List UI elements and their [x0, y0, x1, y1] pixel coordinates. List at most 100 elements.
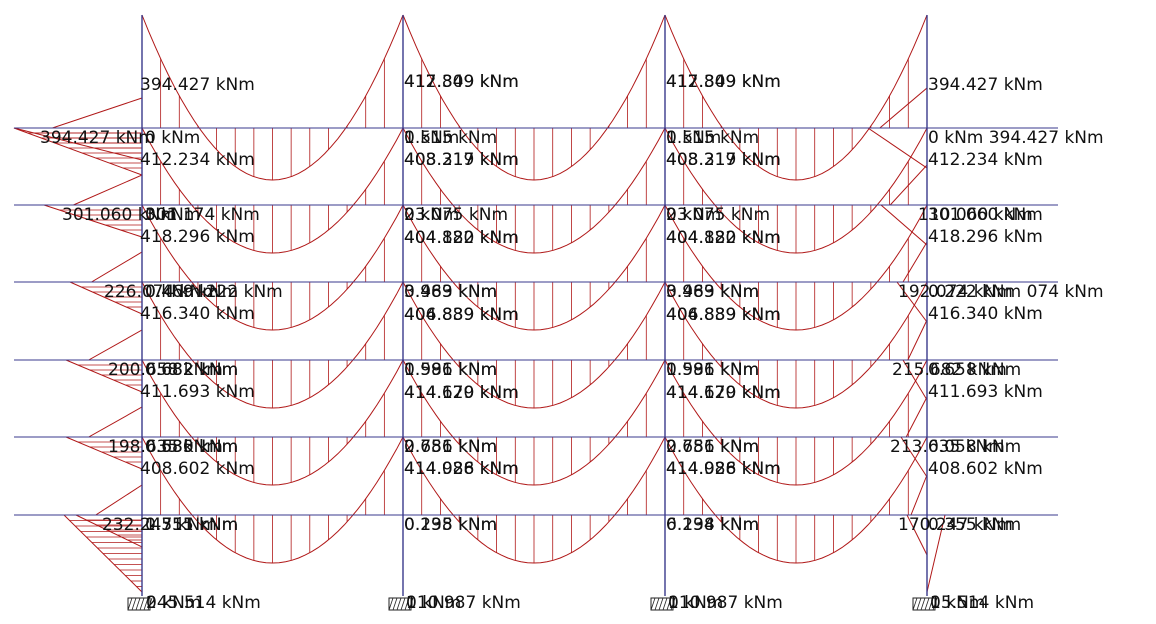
moment-label: 412.309 kNm	[404, 72, 519, 92]
support-hatch	[666, 597, 672, 611]
column-moment-left-up	[86, 329, 143, 361]
moment-label: 0 kNm	[666, 128, 721, 148]
moment-label: 418.296 kNm	[140, 227, 255, 247]
support-hatch	[670, 597, 676, 611]
moment-label: 23.075 kNm	[666, 205, 770, 225]
moment-label: 0 kNm	[404, 205, 459, 225]
moment-label: 404.822 kNm	[404, 228, 519, 248]
moment-label: 403.219 kNm	[404, 150, 519, 170]
moment-label: 0.756 kNm	[404, 437, 497, 457]
moment-label: 408.602 kNm	[140, 459, 255, 479]
moment-label: 414.088 kNm	[404, 459, 519, 479]
moment-label: 170.247 kNm	[898, 515, 1013, 535]
moment-label: 0.235 kNm	[404, 515, 497, 535]
moment-label: 2.681 kNm	[404, 437, 497, 457]
moment-label: 0 kNm	[146, 593, 201, 613]
column-moment-left-up	[94, 484, 143, 516]
moment-label: 0.682 kNm	[145, 360, 238, 380]
support-hatch	[916, 597, 922, 611]
moment-label: 232.247 kNm	[102, 515, 217, 535]
support-hatch	[404, 597, 410, 611]
moment-label: 1.581 kNm	[404, 360, 497, 380]
support-hatch	[658, 597, 664, 611]
moment-label: 110.987 kNm	[406, 593, 521, 613]
moment-label: 406.839 kNm	[404, 305, 519, 325]
support-hatch	[408, 597, 414, 611]
support-hatch	[396, 597, 402, 611]
moment-label: 0.222 kNm 074 kNm	[928, 282, 1104, 302]
moment-label: 417.849 kNm	[666, 72, 781, 92]
moment-label: 6.234 kNm	[666, 515, 759, 535]
base-supports	[127, 597, 938, 611]
support-hatch	[392, 597, 398, 611]
moment-label: 192.074 kNm	[898, 282, 1013, 302]
moment-label: 0.198 kNm	[666, 515, 759, 535]
moment-label: 418.296 kNm	[928, 227, 1043, 247]
frame-structure	[14, 15, 1058, 596]
moment-label: 414.926 kNm	[404, 459, 519, 479]
moment-label: 23.075 kNm	[404, 205, 508, 225]
moment-label: 3.983 kNm	[404, 282, 497, 302]
moment-label: 414.620 kNm	[666, 383, 781, 403]
moment-label: 0.058 kNm	[928, 437, 1021, 457]
moment-label: 414.620 kNm	[404, 383, 519, 403]
moment-label: 1.515 kNm	[404, 128, 497, 148]
moment-label: 404.180 kNm	[666, 228, 781, 248]
support-hatch	[131, 597, 137, 611]
fixed-support	[127, 597, 153, 611]
moment-label: 0.469 kNm	[404, 282, 497, 302]
moment-label: 245.514 kNm	[146, 593, 261, 613]
moment-label: 414.179 kNm	[666, 383, 781, 403]
column-moment-left-up	[73, 174, 143, 206]
moment-label: 0 kNm	[404, 128, 459, 148]
moment-label: 0.658 kNm	[928, 360, 1021, 380]
moment-label: 414.926 kNm	[666, 459, 781, 479]
support-hatch	[388, 597, 394, 611]
support-hatch	[139, 597, 145, 611]
moment-label: 404.889 kNm	[666, 305, 781, 325]
fixed-support	[388, 597, 414, 611]
moment-label: 1.581 kNm	[666, 360, 759, 380]
moment-label: 110.987 kNm	[668, 593, 783, 613]
moment-label: 0.996 kNm	[404, 360, 497, 380]
moment-label: 0.996 kNm	[666, 360, 759, 380]
moment-label: 0.355 kNm	[928, 515, 1021, 535]
moment-label: 0 kNm	[145, 128, 200, 148]
column-moment-right-up	[902, 240, 928, 283]
moment-label: 408.317 kNm	[666, 150, 781, 170]
moment-label: 0.355 kNm	[145, 515, 238, 535]
moment-label: 416.340 kNm	[928, 304, 1043, 324]
moment-label: 412.234 kNm	[140, 150, 255, 170]
moment-label: 301.060 kNm	[928, 205, 1043, 225]
moment-label: 0 kNm	[930, 593, 985, 613]
moment-label: 411.693 kNm	[928, 382, 1043, 402]
moment-label: 394.427 kNm	[40, 128, 155, 148]
moment-label: 0.756 kNm	[666, 437, 759, 457]
column-moment-right	[866, 127, 928, 169]
support-hatch	[662, 597, 668, 611]
column-moment-right-up	[907, 319, 928, 361]
moment-label: 0.469 kNm	[666, 282, 759, 302]
column-moment-left-up	[89, 251, 143, 283]
moment-label: 0 kNm	[145, 205, 200, 225]
moment-label: 198.635 kNm	[108, 437, 223, 457]
support-hatch	[654, 597, 660, 611]
moment-label: 417.849 kNm	[404, 72, 519, 92]
support-hatch	[912, 597, 918, 611]
column-moment-left-up	[86, 406, 143, 438]
moment-label: 0 kNm 222 kNm	[145, 282, 283, 302]
moment-label: 0 kNm	[406, 593, 461, 613]
moment-label: 0.469 kNm	[145, 282, 238, 302]
moment-labels: 394.427 kNm 417.849 kNm 412.309 kNm 417.…	[40, 72, 1104, 613]
moment-label: 394.427 kNm	[140, 75, 255, 95]
moment-label: 213.635 kNm	[890, 437, 1005, 457]
moment-label: 408.317 kNm	[404, 150, 519, 170]
support-hatch	[920, 597, 926, 611]
moment-label: 110.060 kNm	[918, 205, 1033, 225]
moment-label: 301.174 kNm	[145, 205, 260, 225]
moment-label: 404.822 kNm	[666, 228, 781, 248]
moment-label: 3.983 kNm	[666, 282, 759, 302]
moment-label: 15.514 kNm	[930, 593, 1034, 613]
support-hatch	[127, 597, 133, 611]
